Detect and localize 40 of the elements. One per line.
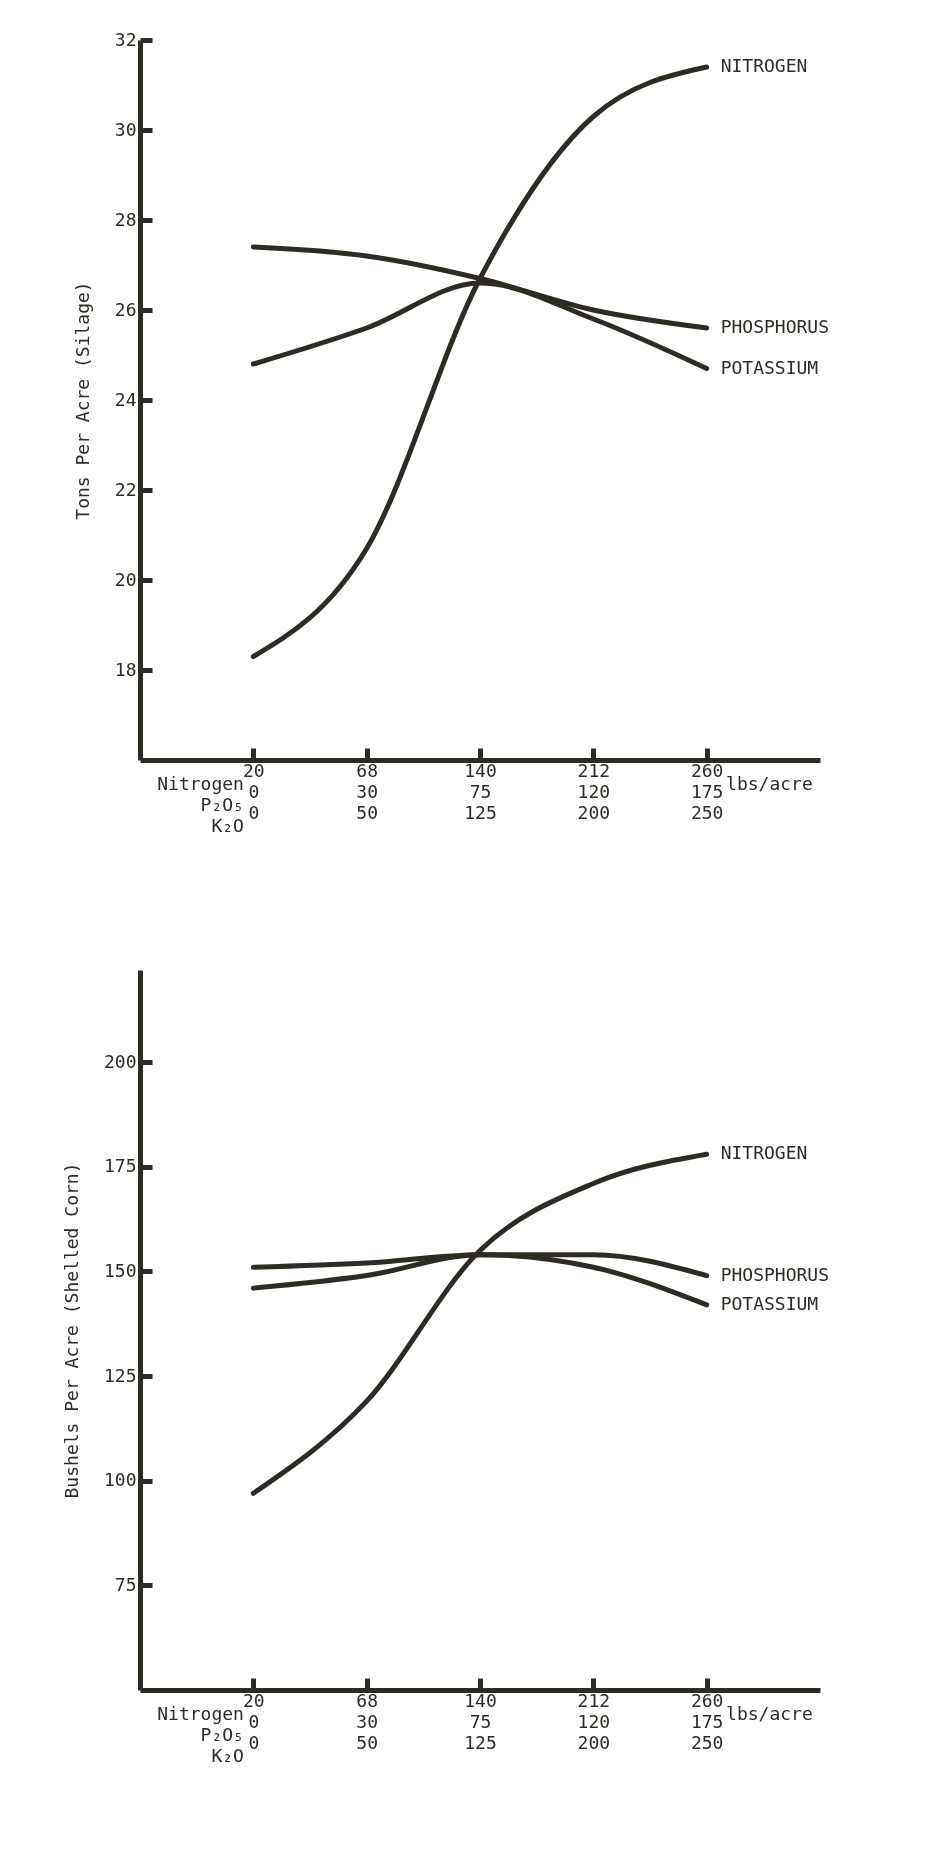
y-tick-label: 20 [114, 568, 137, 590]
series-label: PHOSPHORUS [720, 1263, 830, 1285]
text: Nitrogen [157, 1703, 244, 1724]
series-label: POTASSIUM [720, 356, 819, 378]
y-axis-title: Bushels Per Acre (Shelled Corn) [60, 1162, 82, 1499]
series-label: NITROGEN [720, 55, 808, 76]
y-axis-title: Tons Per Acre (Silage) [71, 281, 93, 520]
series-label: POTASSIUM [720, 1292, 819, 1314]
text: P₂O₅ [200, 794, 244, 815]
y-tick-label: 32 [114, 28, 137, 50]
x-tick-label: 68 30 50 [356, 1689, 379, 1753]
series-label: NITROGEN [720, 1142, 808, 1164]
text: K₂O [211, 815, 244, 836]
x-tick-label: 20 0 0 [242, 1689, 265, 1753]
y-tick-label: 28 [114, 208, 137, 230]
x-tick-label: 212 120 200 [577, 1689, 611, 1753]
x-tick-label: 140 75 125 [464, 759, 497, 823]
y-tick-label: 100 [103, 1469, 137, 1491]
x-tick-label: 140 75 125 [464, 1689, 497, 1753]
text: lbs/acre [726, 1703, 813, 1724]
series-label: PHOSPHORUS [720, 316, 830, 337]
x-tick-label: 68 30 50 [356, 759, 379, 823]
x-tick-label: 260 175 250 [690, 1689, 724, 1753]
x-tick-label: 212 120 200 [577, 759, 611, 823]
x-tick-label: 260 175 250 [690, 759, 724, 823]
y-tick-label: 175 [103, 1155, 137, 1177]
text: Nitrogen [157, 773, 244, 794]
y-tick-label: 75 [114, 1573, 137, 1595]
x-tick-label: 20 0 0 [242, 759, 265, 823]
y-tick-label: 18 [114, 658, 137, 680]
y-tick-label: 200 [103, 1050, 137, 1072]
y-tick-label: 24 [114, 388, 137, 410]
y-tick-label: 30 [114, 118, 137, 140]
text: K₂O [211, 1745, 244, 1766]
y-tick-label: 150 [103, 1259, 137, 1281]
y-tick-label: 26 [114, 298, 137, 320]
y-tick-label: 22 [114, 478, 137, 500]
text: P₂O₅ [200, 1724, 244, 1745]
y-tick-label: 125 [103, 1364, 137, 1386]
text: lbs/acre [726, 773, 813, 794]
